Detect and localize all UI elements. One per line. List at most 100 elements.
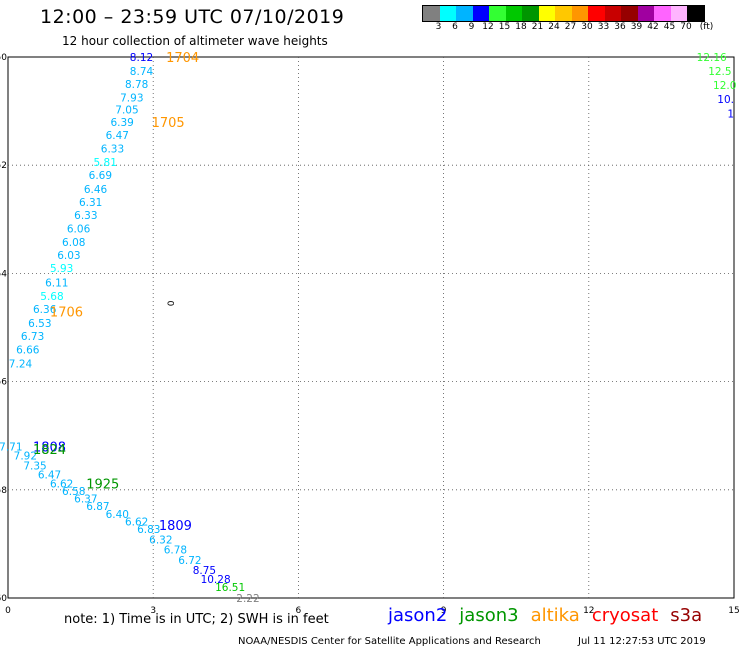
wave-height-label: 7.71: [0, 442, 23, 454]
wave-height-label: 6.31: [79, 197, 102, 209]
y-tick-label: -52: [0, 161, 7, 171]
legend-tick-label: (ft): [699, 22, 714, 32]
wave-height-label: 6.69: [89, 170, 112, 182]
satellite-label-altika: altika: [530, 605, 580, 626]
credit-line: NOAA/NESDIS Center for Satellite Applica…: [238, 636, 541, 647]
y-tick-label: -58: [0, 486, 7, 496]
wave-height-label: 6.47: [106, 130, 129, 142]
wave-height-label: 8.75: [193, 565, 216, 577]
satellite-label-s3a: s3a: [670, 605, 703, 626]
map-subtitle: 12 hour collection of altimeter wave hei…: [62, 34, 328, 48]
legend-swatch: [538, 6, 555, 21]
wave-height-label: 6.08: [62, 237, 85, 249]
footer-note: note: 1) Time is in UTC; 2) SWH is in fe…: [64, 612, 329, 627]
legend-tick-label: 6: [452, 22, 458, 32]
wave-height-label: 6.53: [28, 318, 51, 330]
satellite-legend: jason2 jason3 altika cryosat s3a: [388, 605, 714, 626]
legend-tick-label: 33: [597, 22, 610, 32]
legend-swatch: [604, 6, 621, 21]
wave-height-label: 5.81: [94, 157, 117, 169]
legend-swatch: [588, 6, 605, 21]
y-tick-label: -54: [0, 269, 7, 279]
pass-time-label: 1824: [33, 443, 66, 458]
pass-time-label: 1704: [166, 51, 199, 66]
legend-swatch: [423, 6, 440, 21]
legend-swatch: [472, 6, 489, 21]
legend-tick-label: 24: [548, 22, 560, 32]
legend-swatch: [637, 6, 654, 21]
wave-height-label: 10.28: [201, 574, 231, 586]
wave-height-label: 6.62: [50, 478, 73, 490]
legend-tick-label: 9: [468, 22, 475, 32]
wave-height-label: 8.12: [130, 52, 153, 64]
wave-height-label: 6.36: [33, 304, 57, 316]
x-tick-label: 15: [728, 606, 739, 616]
y-tick-label: -60: [0, 594, 7, 604]
wave-height-label: 6.40: [106, 509, 129, 521]
x-tick-label: 6: [296, 606, 302, 616]
legend-swatch: [555, 6, 572, 21]
wave-height-label: 7.92: [14, 451, 37, 463]
wave-height-label: 5.93: [50, 263, 73, 275]
legend-tick-label: 42: [647, 22, 659, 32]
wave-height-label: 1: [727, 108, 734, 120]
wave-height-label: 6.58: [62, 486, 85, 498]
x-tick-label: 0: [5, 606, 11, 616]
y-tick-label: -56: [0, 378, 7, 388]
map-frame: [7, 56, 735, 599]
wave-height-label: 5.68: [40, 291, 63, 303]
wave-height-label: 6.62: [125, 517, 148, 529]
pass-time-label: 1808: [33, 441, 66, 456]
wave-height-label: 6.46: [84, 184, 108, 196]
wave-height-label: 7.93: [120, 93, 143, 105]
legend-tick-label: 39: [630, 22, 643, 32]
legend-swatch: [571, 6, 588, 21]
legend-tick-label: 15: [498, 22, 511, 32]
wave-height-label: 6.06: [67, 223, 91, 235]
x-tick-label: 12: [583, 606, 594, 616]
wave-height-label: 6.37: [74, 493, 97, 505]
legend-swatch: [489, 6, 506, 21]
wave-height-label: 8.78: [125, 79, 148, 91]
wave-height-label: 6.47: [38, 470, 61, 482]
legend-tick-label: 3: [435, 22, 442, 32]
wave-height-label: 16.51: [215, 582, 245, 594]
wave-height-label: 12.5: [708, 66, 731, 78]
legend-swatch: [522, 6, 539, 21]
wave-height-label: 12.16: [697, 52, 727, 64]
x-tick-label: 9: [441, 606, 447, 616]
wave-height-label: 6.73: [21, 331, 44, 343]
generated-timestamp: Jul 11 12:27:53 UTC 2019: [578, 636, 706, 647]
legend-swatch: [505, 6, 522, 21]
legend-tick-label: 70: [680, 22, 692, 32]
color-scale-legend: [422, 5, 705, 22]
wave-height-label: 6.83: [137, 524, 160, 536]
legend-tick-label: 27: [564, 22, 577, 32]
legend-tick-label: 12: [482, 22, 494, 32]
wave-height-label: 10.: [717, 94, 734, 106]
legend-swatch: [670, 6, 687, 21]
contour-label: 0: [165, 300, 175, 306]
legend-tick-label: 18: [515, 22, 527, 32]
satellite-label-jason2: jason2: [388, 605, 448, 626]
pass-time-label: 1705: [152, 116, 185, 131]
map-title: 12:00 – 23:59 UTC 07/10/2019: [40, 6, 345, 28]
pass-time-label: 1925: [86, 477, 119, 492]
legend-tick-label: 30: [581, 22, 593, 32]
legend-tick-label: 21: [531, 22, 544, 32]
wave-height-label: 6.33: [101, 143, 124, 155]
legend-swatch: [687, 6, 704, 21]
wave-height-label: 2.22: [236, 593, 259, 605]
wave-height-label: 6.87: [86, 501, 109, 513]
wave-height-label: 6.78: [164, 544, 187, 556]
pass-time-label: 1706: [50, 305, 83, 320]
wave-height-label: 8.74: [130, 66, 154, 78]
legend-tick-label: 45: [663, 22, 676, 32]
legend-swatch: [456, 6, 473, 21]
legend-tick-label: 36: [614, 22, 626, 32]
wave-height-label: 6.72: [178, 555, 201, 567]
y-tick-label: -50: [0, 53, 7, 63]
wave-height-label: 6.32: [149, 535, 172, 547]
wave-height-label: 7.35: [23, 460, 46, 472]
